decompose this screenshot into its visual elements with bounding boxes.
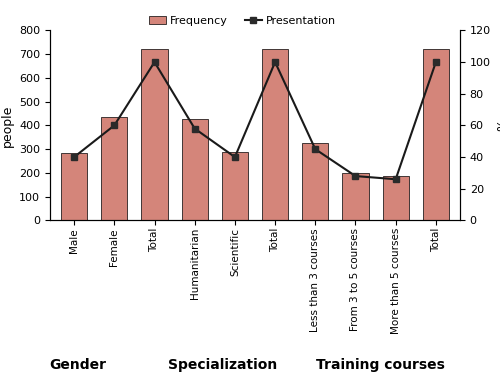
Bar: [182, 119, 208, 220]
Bar: [61, 153, 87, 220]
Legend: Frequency, Presentation: Frequency, Presentation: [145, 11, 340, 30]
Bar: [262, 49, 288, 220]
Bar: [423, 49, 449, 220]
Bar: [102, 117, 128, 220]
Text: Training courses: Training courses: [316, 358, 444, 372]
Bar: [302, 143, 328, 220]
Text: Gender: Gender: [49, 358, 106, 372]
Text: Specialization: Specialization: [168, 358, 277, 372]
Y-axis label: %: %: [496, 119, 500, 131]
Bar: [382, 176, 409, 220]
Bar: [342, 173, 368, 220]
Bar: [142, 49, 168, 220]
Bar: [222, 152, 248, 220]
Y-axis label: people: people: [0, 104, 14, 147]
